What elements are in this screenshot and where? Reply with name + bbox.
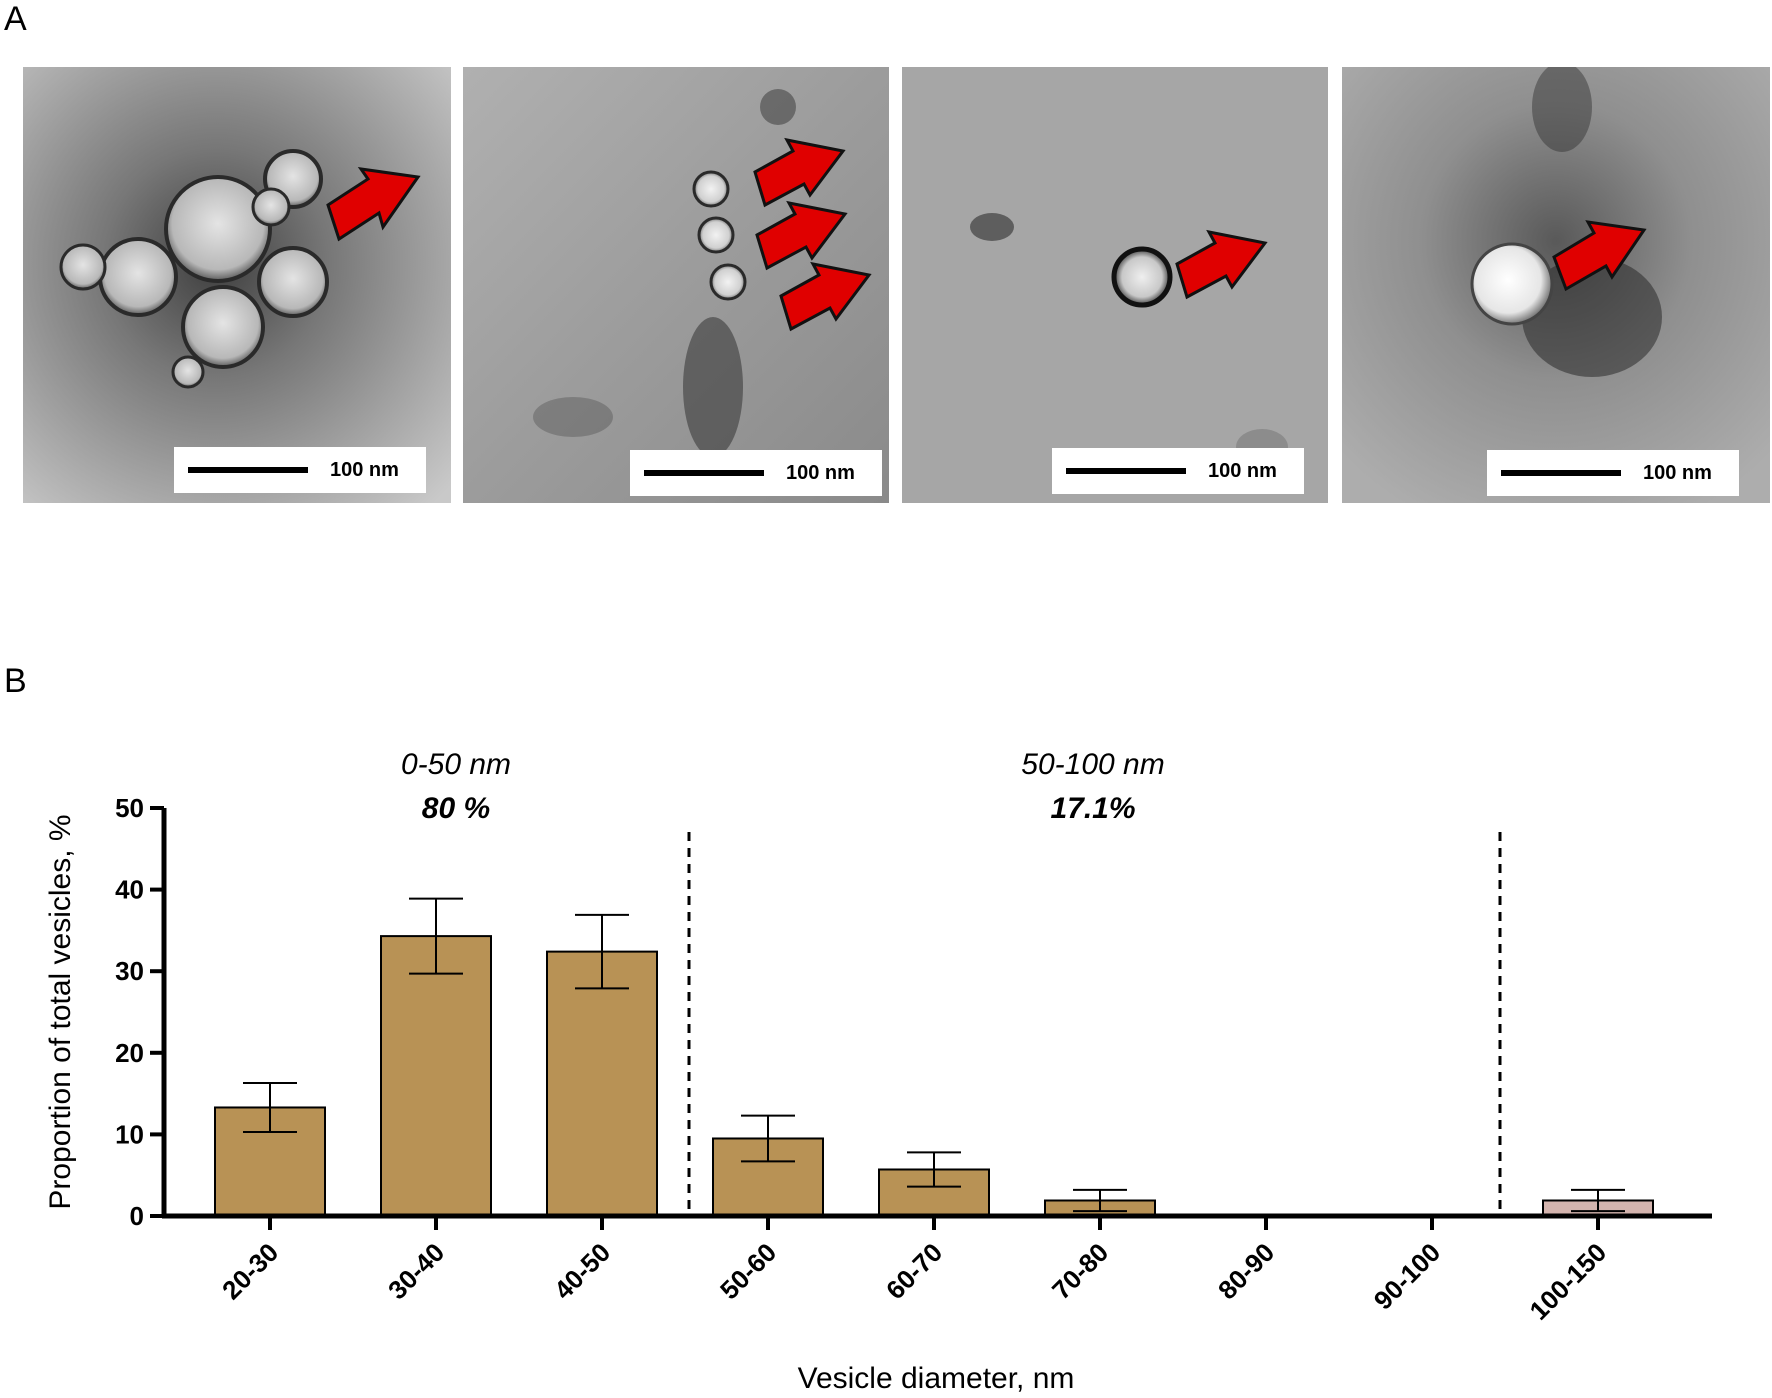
scale-bar-line bbox=[1501, 470, 1621, 476]
annotation-value-2: 17.1% bbox=[1050, 792, 1135, 825]
bar-30-40 bbox=[380, 935, 492, 1217]
scale-bar-2: 100 nm bbox=[630, 450, 882, 496]
tem-image-4 bbox=[1342, 67, 1770, 503]
annotation-value-1: 80 % bbox=[422, 792, 490, 825]
red-arrow-icon bbox=[1552, 220, 1647, 292]
scale-bar-label: 100 nm bbox=[330, 458, 399, 481]
tem-image-2 bbox=[463, 67, 889, 503]
tem-image-1 bbox=[23, 67, 451, 503]
scale-bar-label: 100 nm bbox=[786, 461, 855, 484]
tem-image-1-picture bbox=[23, 67, 451, 503]
x-tick-label-60-70: 60-70 bbox=[880, 1237, 948, 1305]
y-tick-label-40: 40 bbox=[115, 875, 144, 905]
y-tick-label-20: 20 bbox=[115, 1038, 144, 1068]
red-arrow-icon bbox=[755, 200, 848, 271]
tem-image-2-picture bbox=[463, 67, 889, 503]
tem-image-3-picture bbox=[902, 67, 1328, 503]
red-arrow-icon bbox=[1175, 229, 1268, 300]
scale-bar-line bbox=[644, 470, 764, 476]
y-tick-label-0: 0 bbox=[130, 1201, 144, 1231]
tem-image-4-picture bbox=[1342, 67, 1770, 503]
panel-label-b: B bbox=[4, 662, 27, 700]
annotation-range-1: 0-50 nm bbox=[401, 748, 511, 781]
scale-bar-line bbox=[188, 467, 308, 473]
red-arrow-icon bbox=[779, 261, 872, 332]
x-tick-label-100-150: 100-150 bbox=[1524, 1237, 1613, 1326]
x-tick-label-90-100: 90-100 bbox=[1368, 1237, 1446, 1315]
x-tick-label-70-80: 70-80 bbox=[1046, 1237, 1114, 1305]
y-tick-label-30: 30 bbox=[115, 956, 144, 986]
annotation-range-2: 50-100 nm bbox=[1021, 748, 1164, 781]
x-tick-label-40-50: 40-50 bbox=[548, 1237, 616, 1305]
scale-bar-4: 100 nm bbox=[1487, 450, 1739, 496]
scale-bar-line bbox=[1066, 468, 1186, 474]
x-tick-label-20-30: 20-30 bbox=[216, 1237, 284, 1305]
scale-bar-label: 100 nm bbox=[1208, 459, 1277, 482]
x-tick-label-80-90: 80-90 bbox=[1212, 1237, 1280, 1305]
y-tick-label-10: 10 bbox=[115, 1119, 144, 1149]
scale-bar-label: 100 nm bbox=[1643, 461, 1712, 484]
scale-bar-3: 100 nm bbox=[1052, 448, 1304, 494]
x-tick-label-30-40: 30-40 bbox=[382, 1237, 450, 1305]
red-arrow-icon bbox=[326, 167, 421, 242]
y-axis-title: Proportion of total vesicles, % bbox=[44, 814, 77, 1209]
scale-bar-1: 100 nm bbox=[174, 447, 426, 493]
x-axis-title: Vesicle diameter, nm bbox=[798, 1362, 1075, 1395]
panel-label-a: A bbox=[4, 0, 27, 38]
bar-40-50 bbox=[546, 950, 658, 1218]
tem-image-3 bbox=[902, 67, 1328, 503]
x-tick-label-50-60: 50-60 bbox=[714, 1237, 782, 1305]
y-tick-label-50: 50 bbox=[115, 793, 144, 823]
red-arrow-icon bbox=[753, 137, 846, 208]
